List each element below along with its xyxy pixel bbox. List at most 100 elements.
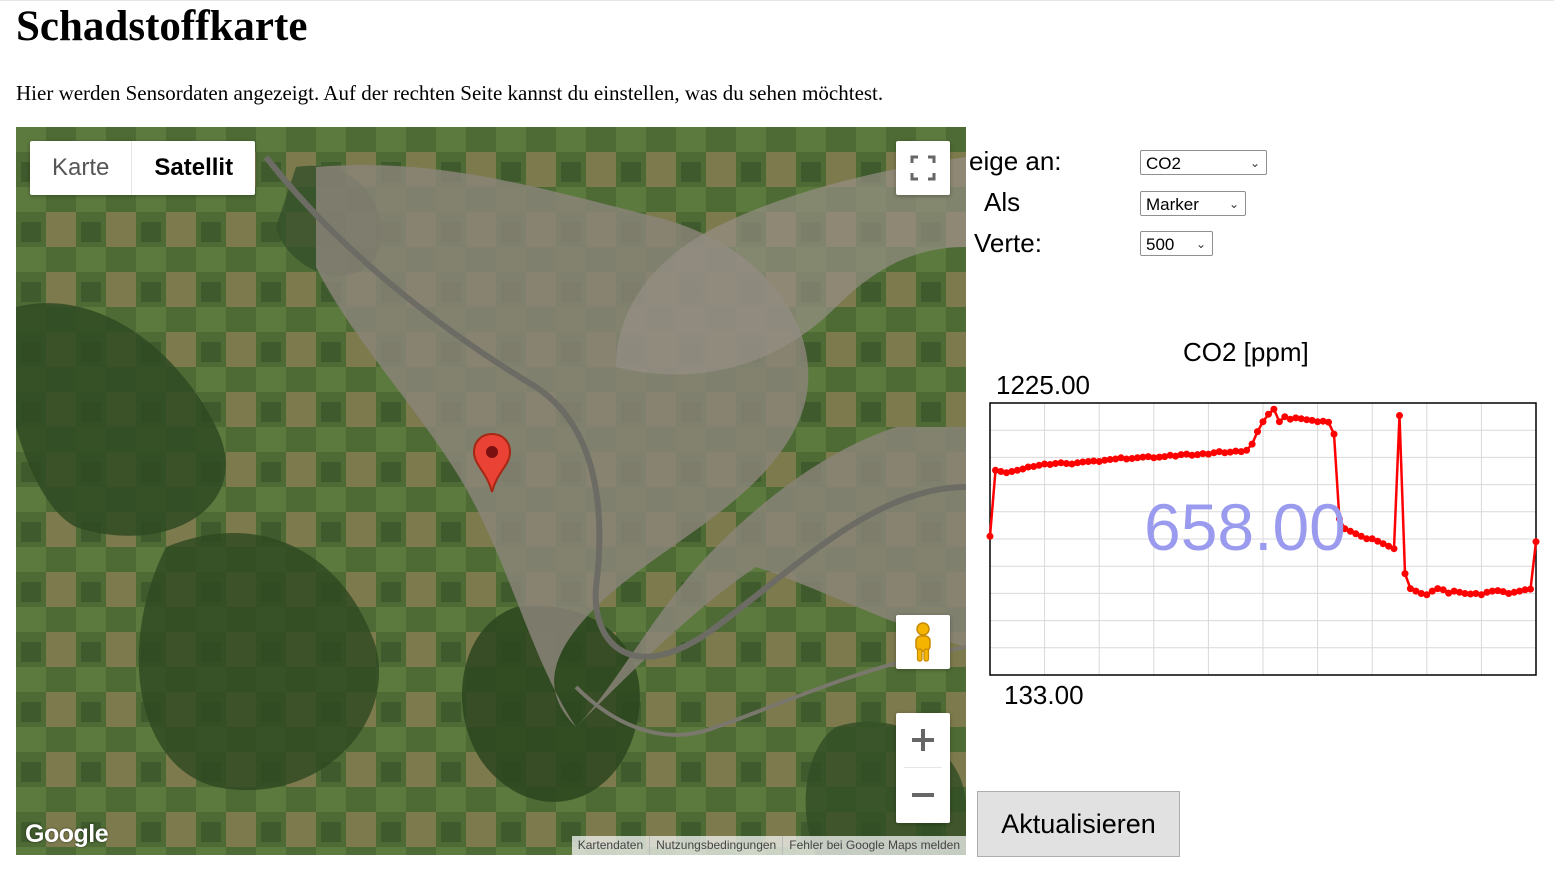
zoom-separator bbox=[904, 767, 942, 768]
chart-data-point bbox=[1194, 451, 1201, 459]
chart-data-point bbox=[1013, 466, 1021, 474]
show-label: eige an: bbox=[969, 146, 1062, 176]
zoom-in-button[interactable] bbox=[896, 713, 950, 767]
map-type-satellit-button[interactable]: Satellit bbox=[154, 154, 234, 181]
chart-data-point bbox=[1062, 460, 1070, 467]
attribution-nutzungsbedingungen-link[interactable]: Nutzungsbedingungen bbox=[649, 836, 782, 855]
chart-data-point bbox=[1368, 535, 1376, 543]
chart-data-point bbox=[1379, 540, 1387, 548]
map-attribution: Kartendaten Nutzungsbedingungen Fehler b… bbox=[571, 836, 966, 855]
top-divider bbox=[0, 0, 1554, 1]
chart-data-point bbox=[1352, 530, 1360, 538]
display-mode-select[interactable]: Marker ⌄ bbox=[1140, 191, 1246, 216]
chart-data-point bbox=[1024, 463, 1032, 471]
chart-data-point bbox=[1335, 515, 1343, 523]
chart-data-point bbox=[1237, 448, 1245, 456]
chart-data-point bbox=[1527, 585, 1534, 593]
chart-data-point bbox=[1210, 449, 1218, 457]
chart-data-point bbox=[1346, 527, 1354, 535]
chart-data-point bbox=[1456, 588, 1464, 596]
values-label: Verte: bbox=[974, 228, 1042, 258]
chart-data-point bbox=[1144, 453, 1152, 461]
chart-data-point bbox=[1188, 451, 1196, 459]
attribution-report-error-link[interactable]: Fehler bei Google Maps melden bbox=[782, 836, 966, 855]
chart-data-point bbox=[997, 468, 1005, 475]
chart-data-point bbox=[1106, 456, 1114, 463]
chart-data-point bbox=[1172, 452, 1180, 460]
chart-data-point bbox=[1275, 418, 1283, 426]
chart-data-point bbox=[1445, 589, 1453, 597]
chart-data-point bbox=[1035, 461, 1043, 469]
pollutant-select[interactable]: CO2 ⌄ bbox=[1140, 150, 1267, 175]
chart-data-point bbox=[1483, 588, 1491, 596]
chart-data-point bbox=[1281, 413, 1289, 421]
chart-data-point bbox=[1488, 587, 1496, 595]
chart-data-point bbox=[1128, 455, 1136, 462]
pegman-icon bbox=[915, 622, 931, 662]
chart-data-point bbox=[1423, 591, 1431, 599]
chart-data-point bbox=[1019, 465, 1027, 473]
chart-title: CO2 [ppm] bbox=[1183, 337, 1309, 367]
map-type-karte-button[interactable]: Karte bbox=[30, 141, 133, 195]
chart-data-point bbox=[1117, 454, 1125, 462]
chart-data-point bbox=[1505, 590, 1513, 597]
google-logo: Google bbox=[25, 820, 109, 848]
chart-data-point bbox=[1112, 455, 1120, 463]
chart-data-point bbox=[1199, 450, 1207, 458]
map-marker-icon[interactable] bbox=[472, 432, 512, 494]
chart-y-min-label: 133.00 bbox=[1004, 680, 1084, 710]
fullscreen-button[interactable] bbox=[896, 141, 950, 195]
chart-data-point bbox=[1248, 440, 1256, 448]
chart-data-point bbox=[1095, 458, 1103, 465]
chart-data-point bbox=[1325, 418, 1332, 426]
chart-data-point bbox=[1292, 414, 1300, 422]
chart-data-point bbox=[1084, 458, 1092, 465]
chart-data-point bbox=[1357, 532, 1365, 540]
chart-data-point bbox=[1259, 418, 1267, 426]
chart-data-point bbox=[1450, 587, 1458, 595]
chart-data-point bbox=[1177, 451, 1185, 459]
chart-data-point bbox=[1030, 463, 1038, 470]
chart-data-point bbox=[1363, 535, 1371, 543]
chart-data-point bbox=[1265, 410, 1272, 418]
chart-data-point bbox=[1467, 590, 1474, 598]
chart-data-point bbox=[1123, 455, 1130, 463]
value-count-select-value: 500 bbox=[1146, 235, 1175, 254]
zoom-out-button[interactable] bbox=[896, 768, 950, 822]
chart-data-point bbox=[1057, 459, 1065, 467]
zoom-in-icon bbox=[912, 729, 934, 751]
intro-text: Hier werden Sensordaten angezeigt. Auf d… bbox=[16, 81, 884, 105]
fullscreen-icon bbox=[910, 155, 936, 181]
street-view-button[interactable] bbox=[896, 615, 950, 669]
chart-data-point bbox=[1068, 460, 1076, 468]
chart-data-point bbox=[1079, 458, 1087, 466]
chart-data-point bbox=[1139, 453, 1147, 461]
chart-data-point bbox=[986, 532, 994, 540]
chart-data-point bbox=[1385, 542, 1393, 550]
value-count-select[interactable]: 500 ⌄ bbox=[1140, 231, 1213, 256]
map-view[interactable]: Karte Satellit Google bbox=[16, 127, 966, 855]
chart-data-point bbox=[1439, 586, 1447, 594]
chart-data-point bbox=[1461, 590, 1469, 597]
chart-grid bbox=[990, 403, 1536, 675]
chart-data-point bbox=[1254, 428, 1261, 436]
chart-series bbox=[986, 405, 1540, 599]
satellite-imagery bbox=[16, 127, 966, 855]
chart-data-point bbox=[992, 466, 999, 474]
chart-data-point bbox=[1226, 448, 1234, 456]
chart-data-point bbox=[1155, 453, 1163, 461]
chart-data-point bbox=[1374, 537, 1382, 545]
chart-data-point bbox=[1516, 587, 1524, 595]
chart-data-point bbox=[1232, 447, 1240, 455]
chart-data-point bbox=[1204, 450, 1212, 458]
chart-data-point bbox=[1319, 417, 1327, 425]
chart-data-point bbox=[1314, 418, 1322, 426]
chevron-down-icon: ⌄ bbox=[1249, 156, 1260, 170]
refresh-button[interactable]: Aktualisieren bbox=[977, 791, 1180, 857]
chart-data-point bbox=[1052, 460, 1059, 467]
chart-data-point bbox=[1396, 412, 1403, 419]
chart-data-point bbox=[1401, 570, 1409, 578]
chart-data-point bbox=[1002, 469, 1010, 477]
attribution-kartendaten-link[interactable]: Kartendaten bbox=[577, 838, 644, 852]
chart-data-point bbox=[1406, 585, 1414, 593]
